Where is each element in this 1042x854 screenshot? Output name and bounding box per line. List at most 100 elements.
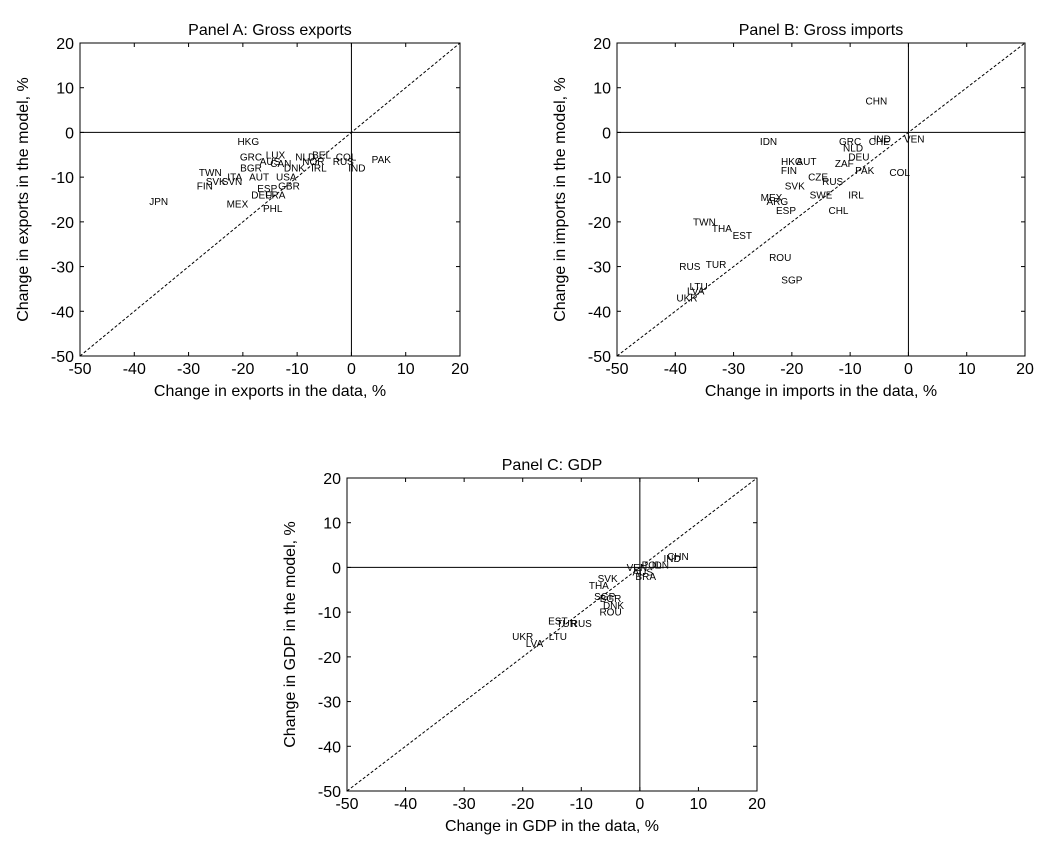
panel-b-point-twn: TWN [693, 217, 716, 228]
panel-c-y-tick-label: -10 [318, 605, 341, 622]
panel-b-point-aut: AUT [796, 157, 816, 168]
panel-a-point-nor: NOR [302, 157, 324, 168]
panel-c-x-tick-label: -50 [335, 796, 358, 813]
panel-b-point-svk: SVK [785, 182, 805, 193]
panel-a-point-ind: IND [348, 164, 365, 175]
panel-b-diagonal-line [617, 43, 1025, 356]
panel-a-point-aus: AUS [260, 157, 281, 168]
panel-b-x-tick-label: -20 [780, 361, 803, 378]
panel-c-y-tick-label: -40 [318, 739, 341, 756]
panel-b-x-tick-label: 0 [904, 361, 913, 378]
panel-a-point-can: CAN [270, 159, 291, 170]
panel-c-point-aus: AUS [633, 567, 654, 578]
panel-a-y-axis-label: Change in exports in the model, % [15, 77, 32, 322]
panel-c-diagonal-line [347, 478, 757, 791]
panel-a-x-tick-label: 0 [347, 361, 356, 378]
panel-b-point-rus: RUS [679, 262, 700, 273]
panel-c-x-tick-label: -20 [511, 796, 534, 813]
panel-a-y-tick-label: -40 [51, 304, 74, 321]
panel-b-point-est: EST [733, 231, 752, 242]
panel-a-point-aut: AUT [249, 173, 269, 184]
panel-c-x-axis-label: Change in GDP in the data, % [445, 818, 659, 835]
panel-a-point-gbr: GBR [278, 182, 300, 193]
panel-a-diagonal-line [80, 43, 460, 356]
panel-a-y-tick-label: 10 [56, 81, 74, 98]
panel-c-x-tick-label: -30 [453, 796, 476, 813]
panel-c-point-idn: IDN [652, 561, 669, 572]
panel-b-point-rus: RUS [822, 177, 843, 188]
panel-b-point-pak: PAK [855, 166, 875, 177]
panel-a-point-usa: USA [276, 173, 297, 184]
panel-b-y-tick-label: 20 [593, 36, 611, 53]
panel-a-point-svn: SVN [222, 177, 243, 188]
panel-b-y-tick-label: -20 [588, 215, 611, 232]
panel-c-point-rus: RUS [571, 619, 592, 630]
panel-b-point-grc: GRC [839, 137, 861, 148]
panel-b-point-lva: LVA [687, 287, 705, 298]
panel-b-point-fin: FIN [781, 166, 797, 177]
panel-b-point-che: CHE [869, 137, 890, 148]
panel-b-x-tick-label: 10 [958, 361, 976, 378]
panel-a-point-esp: ESP [257, 184, 277, 195]
panel-b-point-hkg: HKG [781, 157, 803, 168]
panel-c-y-tick-label: -50 [318, 784, 341, 801]
panel-b-point-esp: ESP [776, 206, 796, 217]
panel-a-point-nld: NLD [295, 153, 315, 164]
panel-b-y-tick-label: -30 [588, 260, 611, 277]
panel-c-point-est: EST [548, 617, 567, 628]
panel-c-point-bgr: BGR [600, 594, 622, 605]
panel-c-y-tick-label: 10 [323, 516, 341, 533]
panel-a-x-tick-label: -50 [68, 361, 91, 378]
panel-c: Panel C: GDP -50 -40 -30 -20 -10 0 10 20 -50 -40 -3… [282, 457, 766, 835]
panel-c-title: Panel C: GDP [502, 457, 602, 474]
panel-b-point-ven: VEN [904, 135, 925, 146]
panel-a-point-svk: SVK [206, 177, 226, 188]
panel-c-point-ltu: LTU [549, 632, 567, 643]
panel-c-point-pol: POL [642, 561, 662, 572]
panel-c-point-chn: CHN [667, 552, 689, 563]
panel-a-point-col: COL [336, 153, 357, 164]
panel-a-point-pak: PAK [372, 155, 392, 166]
panel-b: Panel B: Gross imports -50 -40 -30 -20 -10 0 10… [552, 22, 1034, 400]
panel-a-x-tick-label: -40 [123, 361, 146, 378]
panel-b-point-ind: IND [874, 135, 891, 146]
panel-b-point-sgp: SGP [781, 275, 802, 286]
panel-a-x-tick-label: -30 [177, 361, 200, 378]
panel-a-y-tick-label: 0 [65, 125, 74, 142]
panel-a-y-tick-label: -50 [51, 349, 74, 366]
panel-c-x-tick-label: 10 [690, 796, 708, 813]
panel-c-x-tick-label: -10 [570, 796, 593, 813]
panel-b-title: Panel B: Gross imports [739, 22, 904, 39]
panel-b-point-tur: TUR [706, 260, 727, 271]
panel-a: Panel A: Gross exports -50 -40 -30 -20 -10 0 10… [15, 22, 469, 400]
panel-b-point-idn: IDN [760, 137, 777, 148]
panel-b-point-nld: NLD [843, 144, 863, 155]
panel-a-x-tick-label: 10 [397, 361, 415, 378]
panel-a-plot-frame [79, 42, 461, 357]
panel-a-y-tick-label: 20 [56, 36, 74, 53]
panel-c-x-tick-label: 0 [635, 796, 644, 813]
panel-a-point-phl: PHL [263, 204, 283, 215]
panel-b-y-tick-label: -50 [588, 349, 611, 366]
panel-c-y-tick-label: 20 [323, 471, 341, 488]
panel-c-point-ven: VEN [627, 563, 648, 574]
panel-a-point-bel: BEL [312, 150, 331, 161]
panel-c-point-lva: LVA [526, 639, 544, 650]
panel-a-point-jpn: JPN [149, 197, 168, 208]
panel-a-x-axis-label: Change in exports in the data, % [154, 383, 386, 400]
panel-b-point-rou: ROU [769, 253, 791, 264]
panel-c-point-ind: IND [663, 554, 680, 565]
panel-c-point-bra: BRA [635, 572, 656, 583]
panel-c-point-dnk: DNK [603, 601, 624, 612]
panel-c-x-tick-label: 20 [748, 796, 766, 813]
panel-a-point-rus: RUS [333, 157, 354, 168]
panel-a-point-ita: ITA [227, 173, 242, 184]
panel-c-y-tick-label: -30 [318, 695, 341, 712]
panel-b-x-tick-label: -30 [722, 361, 745, 378]
panel-a-point-deu: DEU [251, 191, 272, 202]
panel-b-y-tick-label: -10 [588, 170, 611, 187]
panel-a-point-mex: MEX [227, 199, 249, 210]
panel-a-x-tick-label: -20 [231, 361, 254, 378]
panel-a-point-twn: TWN [199, 168, 222, 179]
